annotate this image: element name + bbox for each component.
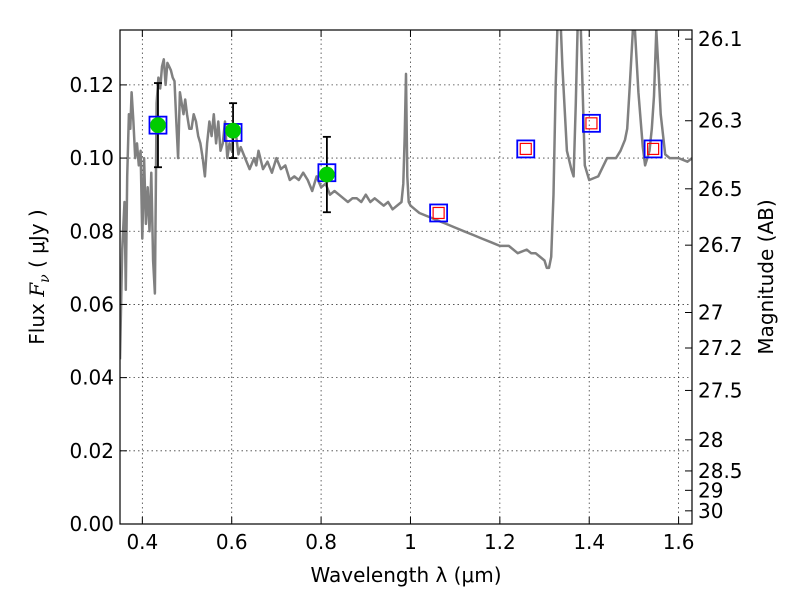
- observed-point: [319, 166, 335, 183]
- observed-point: [225, 122, 241, 139]
- y-axis-label: Flux Fν ( μJy ): [25, 209, 53, 344]
- y-tick-label: 0.04: [69, 366, 114, 390]
- red-square-marker: [432, 206, 445, 220]
- x-tick-label: 1.6: [663, 530, 695, 554]
- y-tick-label: 0.06: [69, 292, 114, 316]
- red-square-marker: [585, 117, 598, 130]
- y-tick-label: 0.08: [69, 219, 114, 243]
- model-photometry-box: [643, 139, 663, 159]
- model-layer: [120, 30, 692, 360]
- red-square-marker: [647, 142, 660, 156]
- y-tick-label: 0.10: [69, 146, 114, 170]
- model-spectrum-line: [120, 30, 692, 360]
- right-tick-label: 27: [698, 300, 723, 324]
- right-tick-label: 26.5: [698, 177, 743, 201]
- marks-layer: [148, 82, 663, 223]
- x-tick-label: 1.2: [484, 530, 516, 554]
- observed-point: [150, 117, 166, 134]
- right-tick-label: 26.3: [698, 109, 743, 133]
- right-tick-label: 29: [698, 478, 723, 502]
- x-tick-label: 1: [404, 530, 417, 554]
- right-tick-label: 28: [698, 428, 723, 452]
- right-tick-label: 27.2: [698, 336, 743, 360]
- model-photometry-box: [148, 115, 168, 135]
- y-tick-label: 0.00: [69, 512, 114, 536]
- grid-lines: [120, 30, 692, 524]
- y-axis: 0.00 0.02 0.04 0.06 0.08 0.10 0.12: [69, 73, 127, 536]
- red-square-marker: [519, 142, 532, 156]
- y-axis-label-subscript: ν: [37, 274, 53, 283]
- right-tick-label: 26.7: [698, 233, 743, 257]
- right-tick-label: 27.5: [698, 378, 743, 402]
- x-tick-label: 1.4: [573, 530, 605, 554]
- right-tick-label: 26.1: [698, 27, 743, 51]
- x-axis: 0.4 0.6 0.8 1 1.2 1.4 1.6: [126, 30, 695, 554]
- right-axis-label: Magnitude (AB): [754, 199, 778, 354]
- x-axis-label: Wavelength λ (μm): [310, 563, 501, 587]
- y-axis-label-symbol: F: [25, 282, 49, 298]
- x-tick-label: 0.4: [126, 530, 158, 554]
- plot-frame: [119, 29, 693, 525]
- model-photometry-box: [429, 203, 449, 223]
- right-tick-label: 30: [698, 499, 723, 523]
- model-photometry-box: [516, 139, 536, 159]
- y-tick-label: 0.12: [69, 73, 114, 97]
- model-photometry-box: [582, 113, 601, 133]
- x-tick-label: 0.6: [216, 530, 248, 554]
- y-tick-label: 0.02: [69, 439, 114, 463]
- x-tick-label: 0.8: [305, 530, 337, 554]
- y-axis-label-unit: ( μJy ): [25, 209, 49, 274]
- y-axis-label-prefix: Flux: [25, 297, 49, 345]
- right-tick-label: 28.5: [698, 459, 743, 483]
